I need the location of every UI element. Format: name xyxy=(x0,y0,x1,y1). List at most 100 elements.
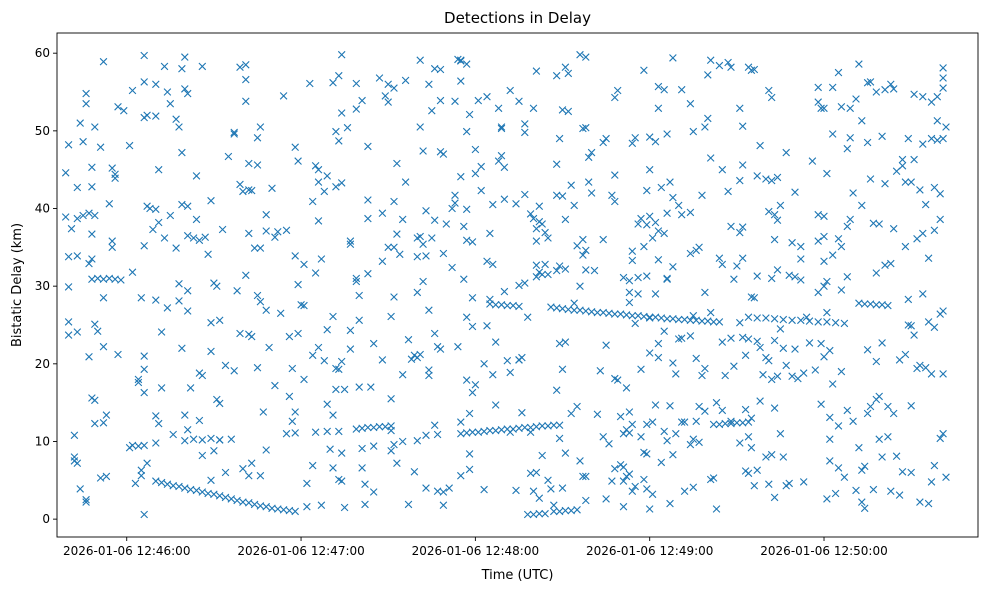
data-point xyxy=(538,422,546,430)
data-point xyxy=(192,215,201,224)
data-point xyxy=(930,461,939,470)
data-point xyxy=(457,56,465,64)
data-point xyxy=(471,169,480,178)
data-point xyxy=(933,136,942,144)
data-point xyxy=(337,50,346,59)
data-point xyxy=(573,506,581,514)
data-point xyxy=(521,190,529,199)
data-point xyxy=(210,447,218,455)
data-point xyxy=(532,273,541,281)
data-point xyxy=(311,162,320,170)
data-point xyxy=(770,493,779,502)
data-point xyxy=(465,465,474,474)
data-point xyxy=(262,227,270,235)
data-point xyxy=(622,384,631,392)
data-point xyxy=(875,220,883,228)
data-point xyxy=(582,53,590,61)
data-point xyxy=(335,365,343,374)
data-point xyxy=(561,215,570,224)
data-point xyxy=(227,435,236,443)
data-point xyxy=(686,249,695,258)
data-point xyxy=(924,499,933,508)
data-point xyxy=(573,242,581,250)
data-point xyxy=(375,422,384,431)
data-point xyxy=(535,494,544,502)
data-point xyxy=(210,490,218,499)
data-point xyxy=(314,178,323,186)
data-point xyxy=(76,485,84,493)
data-point xyxy=(489,200,497,209)
data-point xyxy=(491,338,500,346)
data-point xyxy=(933,117,942,125)
data-point xyxy=(637,433,645,441)
data-point xyxy=(666,402,674,410)
data-point xyxy=(337,449,346,457)
data-point xyxy=(541,509,549,518)
data-point xyxy=(88,230,96,238)
data-point xyxy=(468,428,477,436)
data-point xyxy=(96,143,105,151)
data-point xyxy=(274,228,282,236)
data-point xyxy=(817,400,825,408)
data-point xyxy=(355,291,363,300)
data-point xyxy=(587,189,596,197)
data-point xyxy=(416,123,424,131)
data-point xyxy=(105,200,114,208)
y-tick-label: 0 xyxy=(42,512,50,526)
data-point xyxy=(538,270,546,279)
data-point xyxy=(436,345,445,353)
data-point xyxy=(451,191,459,200)
data-point xyxy=(506,86,514,95)
data-point xyxy=(85,259,93,268)
data-point xyxy=(85,353,93,361)
data-point xyxy=(262,502,270,511)
data-point xyxy=(462,313,471,321)
data-point xyxy=(172,115,180,123)
data-point xyxy=(834,464,843,472)
data-point xyxy=(398,437,407,446)
data-point xyxy=(916,186,924,194)
data-point xyxy=(611,171,619,179)
data-point xyxy=(413,436,422,445)
data-point xyxy=(863,138,872,147)
data-point xyxy=(494,157,503,165)
data-point xyxy=(936,215,944,224)
data-point xyxy=(335,427,343,436)
data-point xyxy=(657,183,666,192)
data-point xyxy=(573,402,581,411)
data-point xyxy=(593,410,602,419)
data-point xyxy=(558,365,567,374)
data-point xyxy=(256,471,265,480)
data-point xyxy=(663,274,671,283)
data-point xyxy=(529,214,538,223)
data-point xyxy=(579,235,587,244)
data-point xyxy=(70,453,79,461)
data-point xyxy=(858,201,866,210)
data-point xyxy=(343,123,352,132)
data-point xyxy=(465,409,474,418)
data-point xyxy=(814,318,822,326)
data-point xyxy=(247,186,256,195)
data-point xyxy=(849,189,857,197)
data-point xyxy=(337,179,346,187)
data-point xyxy=(582,246,590,255)
data-point xyxy=(660,327,668,335)
data-point xyxy=(625,288,634,297)
data-point xyxy=(428,106,436,115)
data-point xyxy=(381,92,390,100)
data-point xyxy=(108,243,116,252)
y-tick-label: 60 xyxy=(35,46,50,60)
data-point xyxy=(358,96,366,105)
data-point xyxy=(579,472,587,481)
data-point xyxy=(181,85,189,93)
data-point xyxy=(738,161,747,169)
data-point xyxy=(518,408,526,417)
data-point xyxy=(160,234,169,242)
data-point xyxy=(529,487,538,495)
data-point xyxy=(756,141,764,150)
data-point xyxy=(930,226,939,235)
data-point xyxy=(73,252,82,260)
data-point xyxy=(390,293,398,301)
data-point xyxy=(727,63,735,71)
data-point xyxy=(352,274,361,283)
